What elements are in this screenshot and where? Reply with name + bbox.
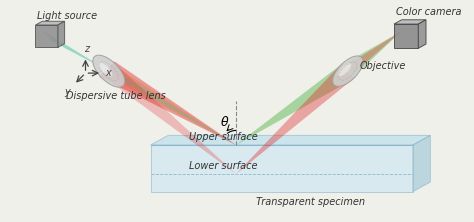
Text: x: x	[105, 68, 110, 78]
Text: Lower surface: Lower surface	[190, 161, 258, 171]
Polygon shape	[345, 31, 401, 74]
Text: y: y	[64, 87, 70, 97]
Polygon shape	[236, 65, 354, 145]
Text: Color camera: Color camera	[396, 7, 462, 17]
Polygon shape	[394, 24, 418, 48]
Polygon shape	[101, 62, 236, 174]
Text: z: z	[84, 44, 89, 54]
Polygon shape	[36, 25, 58, 47]
Ellipse shape	[333, 56, 363, 86]
Polygon shape	[41, 29, 109, 71]
Polygon shape	[236, 63, 356, 174]
Ellipse shape	[99, 63, 112, 77]
Ellipse shape	[93, 55, 125, 87]
Polygon shape	[106, 67, 236, 145]
Polygon shape	[413, 135, 430, 192]
Text: θ: θ	[220, 116, 228, 129]
Text: Objective: Objective	[359, 61, 406, 71]
Text: Transparent specimen: Transparent specimen	[256, 197, 365, 208]
Text: Upper surface: Upper surface	[190, 132, 258, 142]
Polygon shape	[343, 31, 401, 76]
Polygon shape	[418, 20, 426, 48]
Polygon shape	[36, 21, 64, 25]
Polygon shape	[151, 135, 430, 145]
Polygon shape	[103, 64, 236, 145]
Text: Light source: Light source	[37, 11, 97, 21]
Ellipse shape	[338, 63, 351, 76]
Polygon shape	[151, 145, 413, 192]
Text: Dispersive tube lens: Dispersive tube lens	[66, 91, 166, 101]
Polygon shape	[394, 20, 426, 24]
Polygon shape	[58, 21, 64, 47]
Polygon shape	[99, 61, 236, 145]
